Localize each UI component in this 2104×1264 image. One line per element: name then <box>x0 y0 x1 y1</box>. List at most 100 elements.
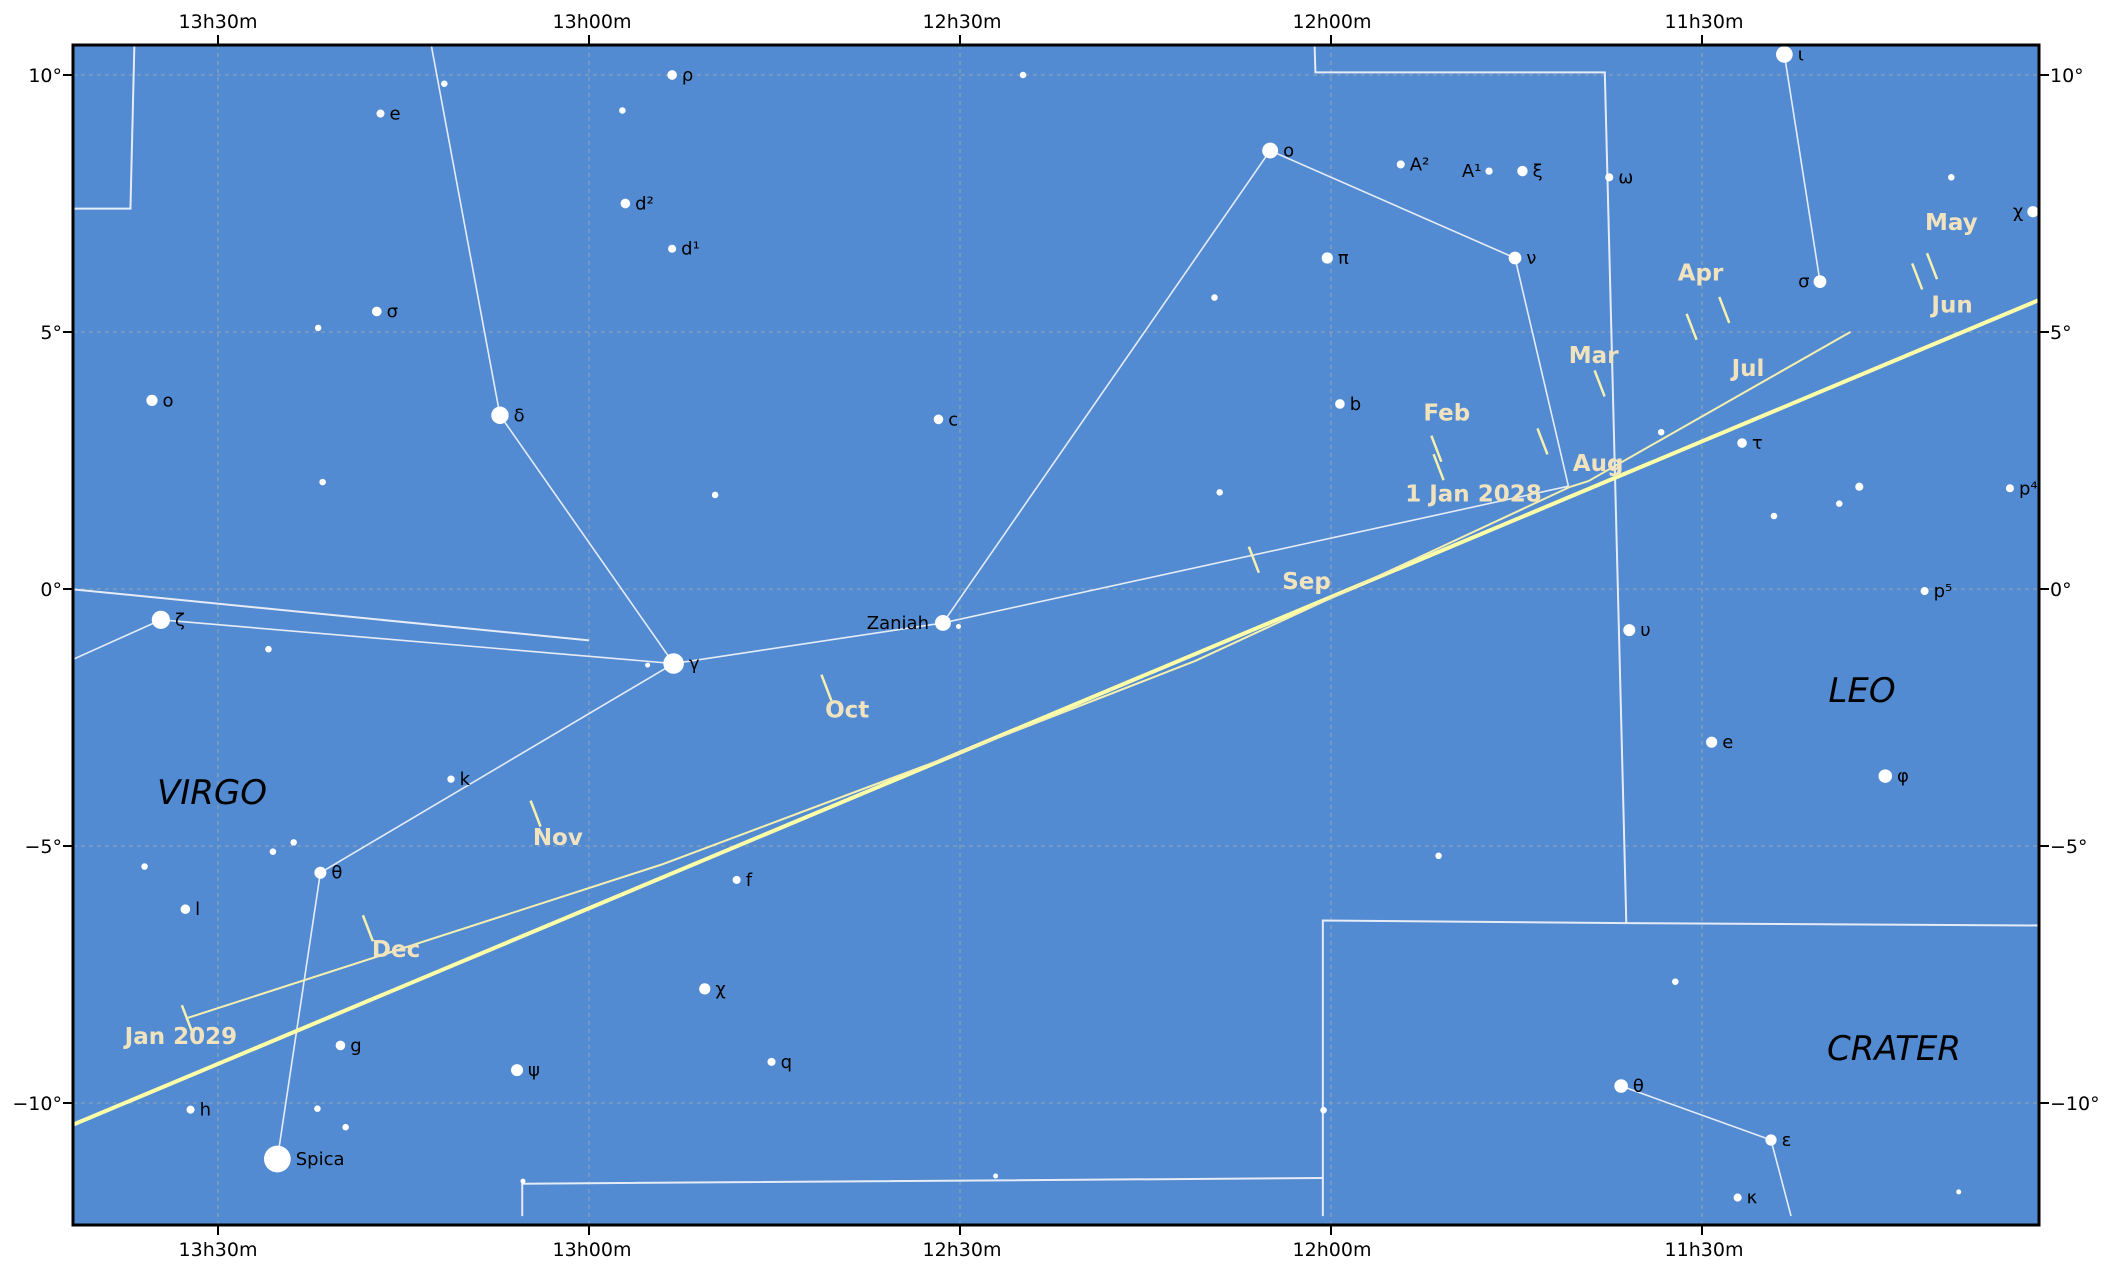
star <box>645 662 651 668</box>
path-tick <box>1432 453 1445 481</box>
constellation-line <box>1783 54 1821 282</box>
constellation-line <box>942 150 1271 624</box>
path-date-label: May <box>1925 210 1978 236</box>
star-field: ι ρ e o A² A¹ ξ ω d² d¹ χ π ν σ σ o δ c b τ p⁴ ζ γ Zaniah p⁵ υ e φ k… <box>141 44 2039 1209</box>
star <box>146 394 158 406</box>
boundary-line <box>1313 45 1628 924</box>
star-label: o <box>163 390 174 411</box>
coordinate-grid <box>63 35 2049 1235</box>
ra-label-bottom: 13h30m <box>179 1239 258 1261</box>
constellation-line <box>1620 1085 1772 1141</box>
constellation-line <box>319 662 674 874</box>
star <box>319 478 326 486</box>
constellation-line <box>499 414 675 664</box>
star <box>1956 1189 1962 1195</box>
star-label: χ <box>2013 202 2023 223</box>
star <box>314 866 327 879</box>
star <box>1948 174 1955 181</box>
star <box>314 1105 321 1112</box>
star <box>934 614 951 631</box>
constellation-name-virgo: VIRGO <box>157 773 267 813</box>
star-label: q <box>781 1052 792 1073</box>
star <box>180 904 191 915</box>
path-line <box>186 331 1851 1020</box>
star-label: e <box>1722 732 1733 753</box>
ra-label-top: 12h00m <box>1293 11 1372 33</box>
boundary-line <box>1321 919 2039 1217</box>
star <box>1706 736 1718 748</box>
dec-label-right: 5° <box>2050 322 2072 344</box>
star <box>371 306 382 317</box>
star <box>1737 438 1747 448</box>
star-label: A² <box>1410 154 1430 175</box>
star-label: e <box>390 104 401 125</box>
boundary-line <box>73 45 136 210</box>
constellation-line <box>73 619 162 661</box>
star-label: d² <box>635 194 654 215</box>
star-label: k <box>460 769 471 790</box>
path-tick <box>1685 313 1698 341</box>
star <box>1335 399 1345 409</box>
ra-label-bottom: 11h30m <box>1665 1239 1744 1261</box>
star <box>1614 1079 1628 1093</box>
dec-label-left: 10° <box>28 65 62 87</box>
star-label: σ <box>387 301 398 322</box>
star <box>1216 489 1223 496</box>
star <box>663 653 684 674</box>
star-label: χ <box>715 979 725 1000</box>
star <box>1262 142 1279 159</box>
star <box>699 983 711 995</box>
star <box>1920 587 1929 596</box>
ecliptic-line <box>73 297 2039 1127</box>
star-label: ψ <box>528 1060 540 1081</box>
star-label: φ <box>1897 766 1909 787</box>
star <box>711 491 719 499</box>
star <box>186 1105 195 1114</box>
star-label: σ <box>1798 272 1809 293</box>
star-label: o <box>1283 141 1294 162</box>
star <box>1672 978 1679 985</box>
star-label: c <box>948 409 958 430</box>
constellation-lines <box>73 45 1821 1217</box>
constellation-line <box>1514 257 1570 487</box>
path-date-label: Apr <box>1678 261 1724 287</box>
star-label: κ <box>1747 1188 1758 1209</box>
constellation-line <box>430 45 501 416</box>
star <box>290 839 297 846</box>
star-name-label: Zaniah <box>867 613 929 634</box>
star-label: ι <box>1798 44 1804 65</box>
star <box>767 1057 776 1066</box>
path-tick <box>1911 263 1924 290</box>
star-label: θ <box>1633 1076 1644 1097</box>
star-label: d¹ <box>681 239 700 260</box>
star-label: δ <box>514 405 525 426</box>
star <box>993 1173 999 1179</box>
star <box>265 645 272 653</box>
dec-label-left: −5° <box>24 836 62 858</box>
path-date-labels: Jan 2029 Dec Nov Oct Sep Aug Mar Jul Apr May Jun Fe… <box>123 210 1978 1050</box>
star <box>1765 1134 1777 1146</box>
constellation-line <box>942 485 1569 624</box>
constellation-line <box>673 622 944 665</box>
boundary-line <box>521 1177 1323 1217</box>
star-label: θ <box>331 863 342 884</box>
constellation-line <box>1770 1139 1792 1217</box>
star <box>1321 252 1333 264</box>
star <box>263 1145 291 1173</box>
dec-label-left: 0° <box>40 579 62 601</box>
star-label: π <box>1338 248 1349 269</box>
ra-label-top: 13h00m <box>553 11 632 33</box>
constellation-line <box>276 872 322 1160</box>
star <box>2005 484 2014 493</box>
path-date-label: Mar <box>1569 343 1619 369</box>
star <box>1770 512 1778 520</box>
dec-label-right: 0° <box>2050 579 2072 601</box>
star <box>447 775 455 783</box>
constellation-line <box>160 619 674 665</box>
star-label: b <box>1350 394 1361 415</box>
star <box>1657 428 1665 436</box>
chart-frame <box>71 43 2041 1227</box>
path-date-label: Dec <box>372 937 420 963</box>
path-tick <box>1718 296 1731 324</box>
constellation-name-leo: LEO <box>1828 671 1895 711</box>
